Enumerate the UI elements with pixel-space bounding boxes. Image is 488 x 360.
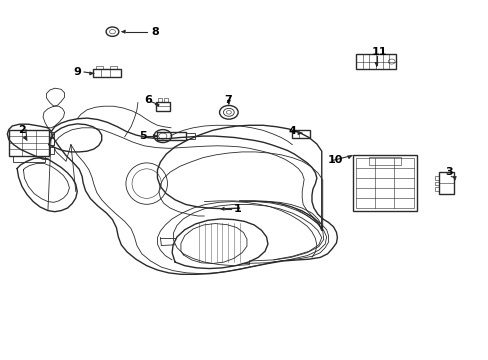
Bar — [13, 156, 45, 162]
Bar — [110, 66, 117, 69]
Bar — [352, 155, 416, 211]
Bar — [96, 66, 102, 69]
Text: 5: 5 — [139, 131, 147, 141]
Bar — [186, 133, 195, 139]
Bar — [157, 98, 162, 102]
Bar — [163, 98, 168, 102]
Bar — [9, 130, 49, 156]
Bar — [93, 69, 121, 77]
Bar — [434, 176, 438, 180]
Text: 7: 7 — [224, 95, 231, 105]
Bar — [438, 172, 453, 194]
Bar — [49, 147, 54, 154]
Bar — [434, 187, 438, 191]
Bar — [355, 54, 395, 69]
Text: 11: 11 — [371, 47, 386, 57]
Bar — [155, 102, 170, 111]
Text: 6: 6 — [144, 95, 152, 105]
Text: 4: 4 — [288, 126, 296, 136]
Text: 1: 1 — [233, 204, 241, 214]
Bar — [49, 132, 54, 137]
Bar — [355, 158, 413, 208]
Text: 8: 8 — [151, 27, 159, 37]
Bar — [49, 138, 54, 145]
Bar — [368, 157, 400, 165]
Bar — [292, 130, 309, 138]
Text: 9: 9 — [73, 67, 81, 77]
Text: 10: 10 — [327, 155, 342, 165]
Text: 3: 3 — [444, 167, 452, 177]
Text: 2: 2 — [19, 125, 26, 135]
Bar — [434, 182, 438, 185]
